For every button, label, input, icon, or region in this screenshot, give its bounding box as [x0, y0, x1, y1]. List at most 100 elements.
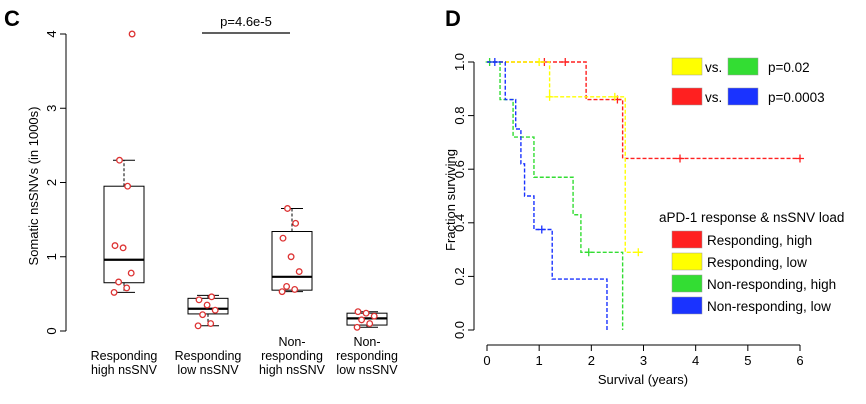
d-legend-item: Responding, high [671, 230, 812, 249]
c-box [103, 30, 145, 296]
d-x-tick-label: 6 [796, 353, 803, 368]
c-point [287, 253, 295, 261]
d-censor-mark [545, 92, 554, 101]
d-censor-mark [634, 248, 643, 257]
d-x-tick-label: 5 [744, 353, 751, 368]
d-legend-swatch [671, 296, 703, 315]
c-point [354, 308, 362, 316]
c-point [199, 311, 207, 319]
d-comparison-vs: vs. [705, 60, 722, 75]
c-y-tick-label: 3 [44, 105, 59, 112]
c-box-rect [103, 185, 145, 284]
c-category-label: Non-responding high nsSNV [259, 335, 326, 377]
c-point [195, 296, 203, 304]
d-series [485, 58, 804, 330]
c-point [370, 312, 378, 320]
c-x-categories: Responding high nsSNV Responding low nsSNV N… [91, 335, 399, 377]
d-y-tick-label: 0.8 [452, 107, 467, 125]
d-legend-swatch [671, 252, 703, 271]
d-x-tick-label: 3 [640, 353, 647, 368]
panel-c-label: C [4, 6, 20, 31]
c-point [127, 269, 135, 277]
c-point [115, 278, 123, 286]
c-point [366, 320, 374, 328]
c-point [292, 219, 300, 227]
d-x-tick-label: 0 [483, 353, 490, 368]
d-censor-mark [796, 154, 804, 163]
panel-d: D Fraction surviving Survival (years) 0.… [443, 6, 844, 387]
c-box-rect [271, 231, 313, 291]
c-point [194, 322, 202, 330]
d-legend-swatch [671, 274, 703, 293]
d-censor-mark [535, 58, 544, 66]
c-boxes [103, 30, 388, 331]
panel-d-label: D [445, 6, 461, 31]
c-category-label: Non-responding low nsSNV [336, 335, 398, 377]
c-point [291, 285, 299, 293]
d-legend-label: Responding, low [707, 255, 807, 270]
c-point [123, 284, 131, 292]
d-series-line [487, 61, 608, 330]
d-censor-mark [490, 58, 499, 66]
c-point [284, 205, 291, 212]
d-comparisons: vs. p=0.02 vs. p=0.0003 [671, 57, 825, 106]
d-legend-label: Non-responding, high [707, 277, 836, 292]
c-box-rect [187, 297, 229, 315]
c-y-axis: 0 1 2 3 4 [44, 30, 67, 335]
d-x-tick-label: 4 [692, 353, 699, 368]
c-point [207, 320, 215, 328]
d-censor-mark [610, 92, 619, 101]
d-comparison-swatch-b [727, 57, 759, 76]
c-point [211, 306, 219, 314]
d-legend-item: Non-responding, low [671, 296, 831, 315]
d-legend-label: Responding, high [707, 233, 812, 248]
d-legend-item: Non-responding, high [671, 274, 836, 293]
c-y-tick-label: 0 [44, 327, 59, 334]
c-y-axis-label: Somatic nsSNVs (in 1000s) [26, 107, 41, 266]
d-series-curve [487, 58, 608, 330]
d-comparison-row: vs. p=0.0003 [671, 87, 825, 106]
c-point [295, 268, 303, 276]
d-legend: Responding, high Responding, low Non-respo… [671, 230, 836, 315]
d-censor-mark [537, 225, 546, 234]
d-comparison-p: p=0.0003 [768, 90, 825, 105]
c-y-tick-label: 1 [44, 253, 59, 260]
d-x-axis-label: Survival (years) [598, 372, 688, 387]
c-point [124, 182, 132, 190]
panel-c: C Somatic nsSNVs (in 1000s) 0 1 2 3 4 Respon… [4, 6, 398, 377]
d-x-tick-label: 2 [588, 353, 595, 368]
d-axes: 0.0 0.2 0.4 0.6 0.8 1.0 0 1 2 3 4 5 6 [452, 53, 804, 368]
c-point [358, 316, 366, 324]
c-category-label: Responding high nsSNV [91, 349, 158, 377]
c-y-tick-label: 2 [44, 179, 59, 186]
d-series-line [487, 61, 624, 330]
c-point [119, 244, 127, 252]
d-comparison-swatch-a [671, 57, 703, 76]
c-point [203, 301, 211, 309]
d-y-tick-label: 0.6 [452, 160, 467, 178]
d-series-line [487, 61, 644, 253]
c-annotation: p=4.6e-5 [202, 14, 290, 34]
d-y-tick-label: 1.0 [452, 53, 467, 71]
c-point [353, 323, 361, 331]
d-legend-swatch [671, 230, 703, 249]
c-y-tick-label: 4 [44, 30, 59, 37]
d-comparison-swatch-b [727, 87, 759, 106]
d-legend-item: Responding, low [671, 252, 807, 271]
c-point [279, 234, 287, 242]
d-comparison-vs: vs. [705, 90, 722, 105]
c-point [208, 293, 216, 301]
d-x-tick-label: 1 [536, 353, 543, 368]
d-y-tick-label: 0.4 [452, 214, 467, 232]
d-y-tick-label: 0.2 [452, 267, 467, 285]
c-point [116, 156, 123, 164]
c-point [110, 288, 118, 296]
d-censor-mark [676, 154, 685, 163]
c-point [278, 288, 286, 296]
d-comparison-p: p=0.02 [768, 60, 810, 75]
c-annotation-text: p=4.6e-5 [220, 14, 272, 29]
c-box [271, 205, 313, 296]
c-point [283, 283, 291, 290]
d-legend-label: Non-responding, low [707, 299, 831, 314]
